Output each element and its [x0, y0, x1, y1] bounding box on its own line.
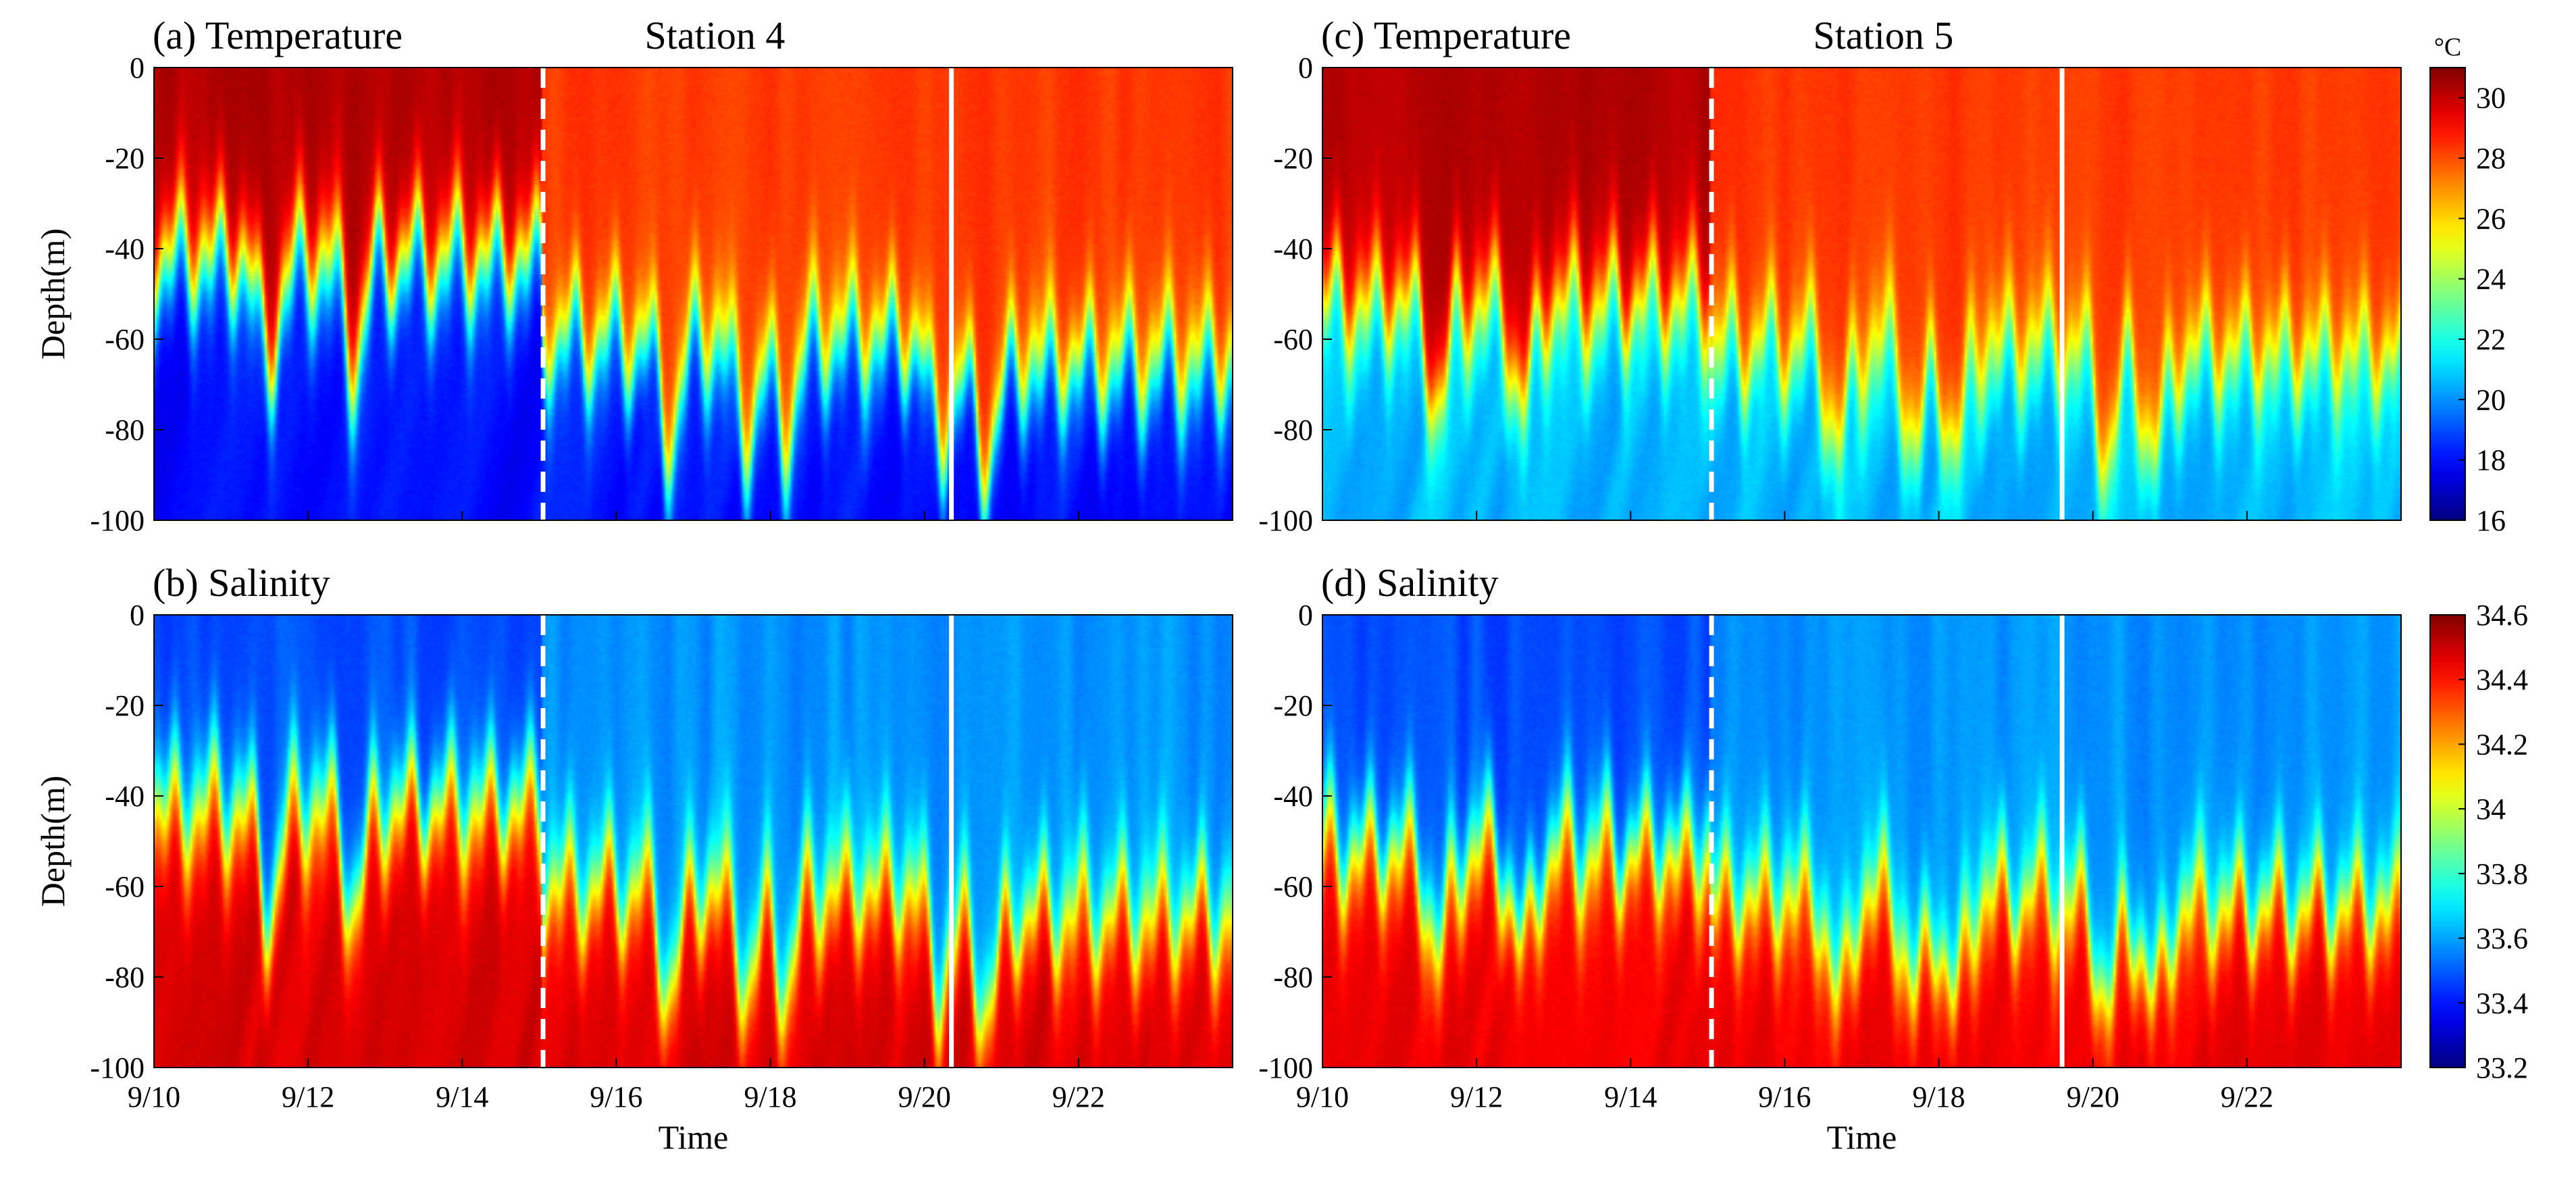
xtick-label: 9/22: [1052, 1080, 1105, 1113]
colorbar-tick-label: 34.6: [2476, 599, 2528, 632]
ytick-label: -80: [105, 961, 145, 994]
xtick-label: 9/20: [898, 1080, 951, 1113]
colorbar-tick-label: 34.4: [2476, 663, 2528, 697]
ytick-label: -80: [1273, 414, 1313, 447]
xtick-label: 9/18: [1912, 1080, 1965, 1113]
heatmap-a: [154, 68, 1233, 520]
ytick-label: -40: [105, 780, 145, 813]
ytick-label: -60: [1273, 323, 1313, 356]
colorbar-tick-label: 33.8: [2476, 857, 2528, 891]
xtick-label: 9/14: [1604, 1080, 1657, 1113]
axes-frame-a: [153, 67, 1233, 521]
xtick-label: 9/10: [1296, 1080, 1349, 1113]
colorbar-tick-label: 30: [2476, 82, 2506, 115]
xtick-label: 9/12: [1450, 1080, 1503, 1113]
xtick-label: 9/16: [590, 1080, 642, 1113]
ytick-label: -80: [1273, 961, 1313, 994]
xtick-label: 9/18: [744, 1080, 796, 1113]
ytick-label: -40: [1273, 232, 1313, 266]
ytick-label: 0: [130, 51, 145, 84]
panel-label-b: (b) Salinity: [153, 561, 330, 605]
axes-frame-b: [153, 614, 1233, 1068]
ytick-label: -100: [90, 1051, 145, 1084]
colorbar-tick-label: 34.2: [2476, 728, 2528, 761]
heatmap-b: [154, 615, 1233, 1068]
xtick-label: 9/12: [282, 1080, 334, 1113]
axes-frame-d: [1322, 614, 2402, 1068]
y-axis-label: Depth(m): [34, 228, 72, 359]
ytick-label: -100: [90, 504, 145, 537]
x-axis-label: Time: [659, 1118, 729, 1156]
ytick-label: -100: [1258, 504, 1313, 537]
xtick-label: 9/16: [1758, 1080, 1811, 1113]
panel-c: [1322, 67, 2402, 521]
ytick-label: 0: [1298, 51, 1313, 84]
x-axis-label: Time: [1827, 1118, 1897, 1156]
colorbar-salinity: [2429, 614, 2466, 1068]
colorbar-temperature: [2429, 67, 2466, 521]
panel-a: [153, 67, 1233, 521]
ytick-label: -40: [1273, 780, 1313, 813]
colorbar-tick-label: 20: [2476, 383, 2506, 416]
colorbar-tick-label: 16: [2476, 504, 2506, 537]
ytick-label: 0: [130, 599, 145, 632]
ytick-label: -80: [105, 414, 145, 447]
colorbar-unit: °C: [2434, 33, 2462, 61]
colorbar-tick-label: 33.6: [2476, 922, 2528, 955]
colorbar-tick-label: 26: [2476, 202, 2506, 235]
colorbar-tick-label: 24: [2476, 263, 2506, 296]
ytick-label: -60: [105, 870, 145, 903]
colorbar-tick-label: 22: [2476, 323, 2506, 356]
ytick-label: -60: [105, 323, 145, 356]
heatmap-d: [1322, 615, 2401, 1068]
ytick-label: -40: [105, 232, 145, 266]
colorbar-tick-label: 34: [2476, 793, 2506, 826]
panel-label-a: (a) Temperature: [153, 14, 403, 57]
colorbar-tick-label: 33.2: [2476, 1051, 2528, 1084]
colorbar-tick-label: 28: [2476, 142, 2506, 175]
heatmap-c: [1322, 68, 2401, 520]
ytick-label: -20: [1273, 689, 1313, 722]
xtick-label: 9/10: [128, 1080, 180, 1113]
colorbar-tick-label: 18: [2476, 444, 2506, 477]
ytick-label: -60: [1273, 870, 1313, 903]
panel-label-d: (d) Salinity: [1321, 561, 1499, 605]
station-title: Station 5: [1813, 14, 1954, 57]
ytick-label: -20: [1273, 142, 1313, 175]
colorbar-tick-label: 33.4: [2476, 986, 2528, 1020]
xtick-label: 9/14: [436, 1080, 488, 1113]
ytick-label: -20: [105, 689, 145, 722]
colorbar-gradient-temperature: [2429, 67, 2466, 521]
ytick-label: 0: [1298, 599, 1313, 632]
panel-label-c: (c) Temperature: [1321, 14, 1571, 57]
panel-b: [153, 614, 1233, 1068]
panel-d: [1322, 614, 2402, 1068]
ytick-label: -100: [1258, 1051, 1313, 1084]
xtick-label: 9/22: [2221, 1080, 2273, 1113]
station-title: Station 4: [645, 14, 785, 57]
colorbar-gradient-salinity: [2429, 614, 2466, 1068]
y-axis-label: Depth(m): [34, 776, 72, 907]
xtick-label: 9/20: [2067, 1080, 2119, 1113]
axes-frame-c: [1322, 67, 2402, 521]
ytick-label: -20: [105, 142, 145, 175]
